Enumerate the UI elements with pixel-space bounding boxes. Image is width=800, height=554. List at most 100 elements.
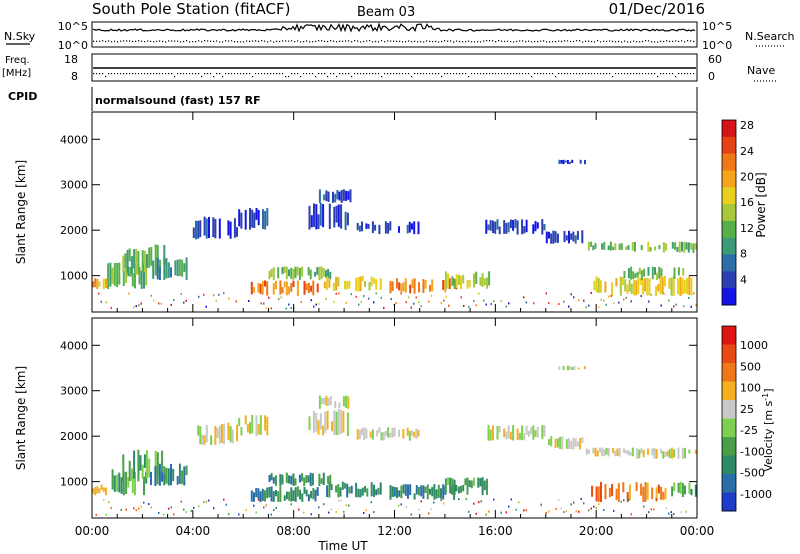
echo-cell [389,485,392,500]
echo-band [389,484,458,500]
scatter-cell [680,511,682,514]
echo-cell [262,209,264,229]
scatter-cell [430,508,432,511]
echo-cell [415,428,418,440]
echo-cell [641,279,644,295]
nsearch-point [447,40,449,42]
echo-cell [594,447,597,457]
nsearch-point [108,40,110,42]
echo-cell [569,366,571,370]
scatter-cell [400,503,402,506]
freq-left-tick-top: 18 [64,53,78,66]
nave-point [234,73,236,75]
scatter-cell [358,303,360,306]
echo-cell [309,472,312,487]
echo-cell [183,466,186,486]
echo-cell [361,487,364,496]
nsearch-point [375,40,377,43]
echo-cell [677,278,680,295]
echo-cell [316,487,319,496]
scatter-cell [525,301,527,304]
echo-band [356,427,420,441]
echo-cell [279,474,282,487]
velocity-colorbar-label: Velocity [m s-1] [761,388,775,471]
echo-cell [98,281,101,287]
nave-point [519,73,521,75]
echo-cell [139,455,142,471]
echo-cell [391,281,394,291]
scatter-cell [223,498,225,501]
echo-cell [281,287,284,294]
scatter-cell [143,501,145,504]
nave-point [156,73,158,75]
scatter-cell [238,513,240,516]
echo-cell [348,486,351,494]
nave-point [471,73,473,75]
echo-cell [444,271,447,290]
echo-cell [369,431,372,438]
scatter-cell [260,302,262,305]
scatter-cell [408,296,410,299]
nsearch-point [264,40,266,42]
colorbar-swatch [722,170,736,188]
nave-point [144,73,146,75]
echo-cell [662,491,665,500]
scatter-cell [138,304,140,307]
echo-cell [579,159,582,164]
nsearch-point [360,41,362,43]
echo-cell [266,487,269,499]
nsearch-point [540,40,542,42]
echo-cell [266,281,269,296]
echo-cell [630,266,633,280]
ytick-label: 4000 [60,339,88,352]
nsearch-point [354,40,356,42]
nsearch-point [453,41,455,43]
echo-cell [512,425,515,441]
echo-cell [411,279,414,289]
scatter-cell [255,511,257,514]
echo-cell [420,485,423,497]
echo-cell [212,217,215,238]
echo-cell [310,215,313,228]
nave-point [315,76,317,78]
echo-cell [359,489,362,498]
scatter-cell [510,498,512,501]
echo-cell [288,286,291,295]
echo-cell [571,159,574,163]
echo-cell [118,472,121,493]
nave-point [555,76,557,78]
echo-cell [634,273,637,278]
colorbar-tick-label: 12 [740,222,754,235]
echo-cell [303,281,306,295]
nave-point [150,73,152,75]
echo-cell [422,279,425,293]
echo-cell [509,431,512,440]
xtick-label: 08:00 [276,524,311,538]
echo-cell [591,485,594,497]
echo-cell [318,266,321,281]
echo-cell [318,189,321,203]
echo-cell [283,495,286,501]
scatter-cell [568,305,570,308]
echo-cell [687,242,690,253]
nave-point [390,73,392,75]
scatter-cell [490,303,492,306]
nave-point [438,73,440,75]
scatter-cell [410,513,412,516]
echo-cell [576,441,579,447]
scatter-cell [400,292,402,295]
echo-band [308,409,349,437]
nave-point [594,73,596,75]
scatter-cell [588,509,590,512]
nsearch-point [465,41,467,43]
echo-cell [285,266,288,280]
scatter-cell [643,505,645,508]
echo-band [122,449,166,482]
nsearch-point [342,40,344,42]
echo-band [634,241,668,253]
nave-point [138,73,140,75]
scatter-cell [565,510,567,513]
echo-cell [492,425,494,441]
echo-cell [255,208,258,220]
echo-cell [363,427,366,441]
